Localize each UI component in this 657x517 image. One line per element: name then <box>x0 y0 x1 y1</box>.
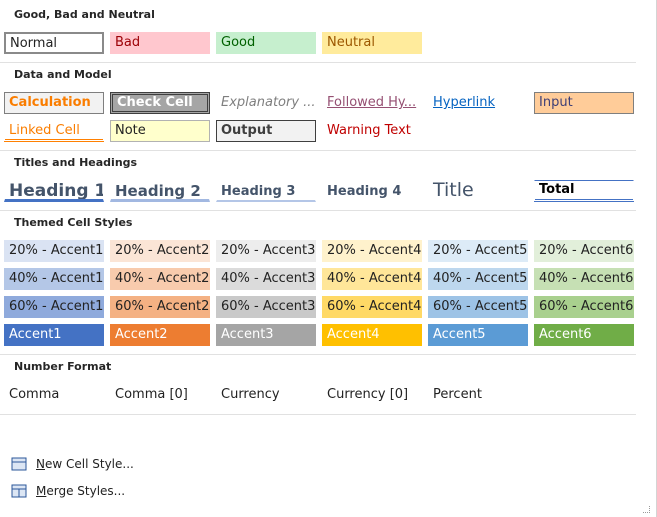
cell-style[interactable]: 60% - Accent5 <box>428 296 528 318</box>
cell-style[interactable]: Heading 3 <box>216 180 316 202</box>
icon <box>11 457 27 471</box>
cell-style[interactable]: Currency [0] <box>327 387 409 402</box>
cell-style[interactable]: Heading 1 <box>4 180 104 202</box>
cell-style[interactable]: 40% - Accent1 <box>4 268 104 290</box>
separator <box>0 62 636 63</box>
separator <box>0 414 636 415</box>
cell-style[interactable]: 60% - Accent1 <box>4 296 104 318</box>
cell-style[interactable]: Heading 2 <box>110 180 210 202</box>
section-title: Themed Cell Styles <box>14 216 133 229</box>
cell-style[interactable]: Accent2 <box>110 324 210 346</box>
cell-style[interactable]: Explanatory ... <box>221 95 316 110</box>
cell-style[interactable]: 20% - Accent2 <box>110 240 210 262</box>
separator <box>0 150 636 151</box>
cell-style[interactable]: 60% - Accent4 <box>322 296 422 318</box>
cell-style[interactable]: 20% - Accent5 <box>428 240 528 262</box>
cell-style[interactable]: Comma <box>9 387 60 402</box>
cell-style[interactable]: Linked Cell <box>4 120 104 142</box>
cell-style[interactable]: Note <box>110 120 210 142</box>
cell-style[interactable]: Accent4 <box>322 324 422 346</box>
cell-style[interactable]: Output <box>216 120 316 142</box>
resize-grip[interactable] <box>643 506 650 513</box>
section-title: Data and Model <box>14 68 112 81</box>
cell-style[interactable]: 60% - Accent3 <box>216 296 316 318</box>
cell-style[interactable]: 40% - Accent5 <box>428 268 528 290</box>
cell-style[interactable]: 60% - Accent6 <box>534 296 634 318</box>
menu-item[interactable]: Merge Styles... <box>10 480 125 502</box>
cell-style[interactable]: Followed Hy... <box>327 95 417 110</box>
cell-style[interactable]: Input <box>534 92 634 114</box>
cell-style[interactable]: Title <box>433 180 474 201</box>
cell-style[interactable]: Neutral <box>322 32 422 54</box>
separator <box>0 210 636 211</box>
cell-style[interactable]: 40% - Accent3 <box>216 268 316 290</box>
cell-style[interactable]: Hyperlink <box>433 95 496 110</box>
cell-style[interactable]: Percent <box>433 387 482 402</box>
cell-style[interactable]: Comma [0] <box>115 387 188 402</box>
cell-style[interactable]: 40% - Accent6 <box>534 268 634 290</box>
cell-style[interactable]: Currency <box>221 387 280 402</box>
cell-style[interactable]: Total <box>534 180 634 202</box>
separator <box>0 354 636 355</box>
cell-style[interactable]: Bad <box>110 32 210 54</box>
menu-item[interactable]: New Cell Style... <box>10 453 134 475</box>
cell-style[interactable]: Good <box>216 32 316 54</box>
cell-style[interactable]: Accent5 <box>428 324 528 346</box>
section-title: Number Format <box>14 360 112 373</box>
menu-label: Merge Styles... <box>36 484 126 498</box>
cell-style[interactable]: 20% - Accent1 <box>4 240 104 262</box>
icon <box>11 484 27 498</box>
cell-style[interactable]: Check Cell <box>110 92 210 114</box>
cell-style[interactable]: Accent6 <box>534 324 634 346</box>
cell-style[interactable]: Normal <box>4 32 104 54</box>
cell-style[interactable]: Warning Text <box>327 123 411 138</box>
cell-style[interactable]: 60% - Accent2 <box>110 296 210 318</box>
cell-style[interactable]: 40% - Accent4 <box>322 268 422 290</box>
cell-style[interactable]: 20% - Accent4 <box>322 240 422 262</box>
section-title: Titles and Headings <box>14 156 138 169</box>
cell-style[interactable]: Accent3 <box>216 324 316 346</box>
cell-style[interactable]: 40% - Accent2 <box>110 268 210 290</box>
menu-label: New Cell Style... <box>36 457 134 471</box>
cell-style[interactable]: Accent1 <box>4 324 104 346</box>
cell-style[interactable]: 20% - Accent6 <box>534 240 634 262</box>
cell-style[interactable]: 20% - Accent3 <box>216 240 316 262</box>
cell-style[interactable]: Heading 4 <box>327 184 402 199</box>
section-title: Good, Bad and Neutral <box>14 8 155 21</box>
cell-style[interactable]: Calculation <box>4 92 104 114</box>
